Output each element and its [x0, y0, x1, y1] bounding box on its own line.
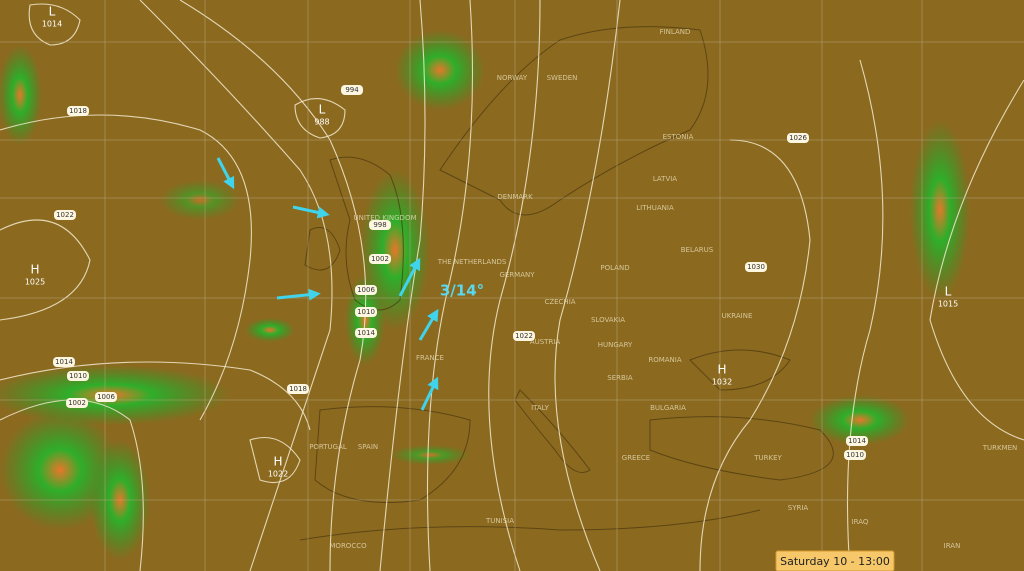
country-label: DENMARK — [497, 193, 533, 201]
pressure-center-kind: H — [717, 363, 726, 377]
annotation: 3/14° — [440, 282, 484, 300]
country-label: FINLAND — [660, 28, 691, 36]
isobar-label: 1026 — [789, 134, 807, 142]
isobar-label-box — [787, 133, 809, 143]
isobar-label-box — [369, 254, 391, 264]
isobar-label-box — [341, 85, 363, 95]
country-label: LITHUANIA — [636, 204, 674, 212]
country-label: GERMANY — [499, 271, 535, 279]
isobar-label: 1014 — [55, 358, 73, 366]
isobar-label: 1010 — [69, 372, 87, 380]
isobar-label: 994 — [345, 86, 359, 94]
country-label: THE NETHERLANDS — [437, 258, 507, 266]
country-label: IRAQ — [852, 518, 869, 526]
pressure-center-kind: L — [945, 285, 952, 299]
country-label: UKRAINE — [722, 312, 753, 320]
country-label: LATVIA — [653, 175, 677, 183]
pressure-center-value: 1022 — [268, 470, 288, 479]
timestamp-box — [775, 550, 895, 571]
isobar-label-box — [513, 331, 535, 341]
isobar-label-box — [369, 220, 391, 230]
isobar-label-box — [745, 262, 767, 272]
isobar-label-box — [355, 328, 377, 338]
isobar-label: 1018 — [289, 385, 307, 393]
isobar-label: 1014 — [848, 437, 866, 445]
isobar-label-box — [95, 392, 117, 402]
country-label: BELARUS — [681, 246, 714, 254]
isobar-label-box — [53, 357, 75, 367]
isobar-label: 1010 — [357, 308, 375, 316]
isobar-label: 1010 — [846, 451, 864, 459]
isobar-label-box — [66, 398, 88, 408]
country-label: HUNGARY — [598, 341, 633, 349]
country-label: UNITED KINGDOM — [354, 214, 417, 222]
map-labels: L1014H1025L988H1022H1032L101510181022994… — [25, 5, 1017, 551]
pressure-center-value: 1014 — [42, 20, 62, 29]
pressure-center-kind: H — [273, 455, 282, 469]
country-label: MOROCCO — [329, 542, 367, 550]
isobar-label: 1018 — [69, 107, 87, 115]
country-label: TURKMEN — [982, 444, 1018, 452]
pressure-center-value: 988 — [314, 118, 329, 127]
isobar-label: 1014 — [357, 329, 375, 337]
country-label: SERBIA — [607, 374, 633, 382]
country-label: SWEDEN — [547, 74, 578, 82]
isobar-label-box — [67, 371, 89, 381]
timestamp: Saturday 10 - 13:00 — [780, 555, 890, 568]
country-label: GREECE — [622, 454, 650, 462]
country-label: ITALY — [531, 404, 550, 412]
pressure-center-value: 1025 — [25, 278, 45, 287]
pressure-center-value: 1032 — [712, 378, 732, 387]
country-label: SPAIN — [358, 443, 378, 451]
country-label: NORWAY — [497, 74, 528, 82]
isobar-label: 1022 — [515, 332, 533, 340]
isobar-label-box — [846, 436, 868, 446]
country-label: SYRIA — [788, 504, 809, 512]
pressure-center-kind: H — [30, 263, 39, 277]
isobar-label-box — [355, 307, 377, 317]
isobar-label: 998 — [373, 221, 386, 229]
country-label: PORTUGAL — [309, 443, 347, 451]
isobar-label: 1022 — [56, 211, 74, 219]
isobar-label-box — [844, 450, 866, 460]
country-label: POLAND — [600, 264, 629, 272]
country-label: FRANCE — [416, 354, 444, 362]
wind-arrows — [216, 157, 439, 411]
isobar-label-box — [287, 384, 309, 394]
coastlines — [299, 26, 834, 541]
country-label: SLOVAKIA — [591, 316, 625, 324]
isobar-label: 1002 — [371, 255, 389, 263]
country-label: ROMANIA — [648, 356, 682, 364]
country-label: BULGARIA — [650, 404, 686, 412]
country-label: TUNISIA — [485, 517, 514, 525]
country-label: TURKEY — [753, 454, 782, 462]
country-label: CZECHIA — [544, 298, 575, 306]
country-label: IRAN — [944, 542, 961, 550]
country-label: AUSTRIA — [530, 338, 561, 346]
isobar-label-box — [355, 285, 377, 295]
pressure-center-value: 1015 — [938, 300, 958, 309]
pressure-center-kind: L — [49, 5, 56, 19]
isobar-label-box — [54, 210, 76, 220]
isobar-label: 1006 — [357, 286, 375, 294]
country-label: ESTONIA — [663, 133, 694, 141]
isobar-label: 1002 — [68, 399, 86, 407]
pressure-center-kind: L — [319, 103, 326, 117]
isobar-label: 1030 — [747, 263, 765, 271]
isobar-label-box — [67, 106, 89, 116]
isobar-label: 1006 — [97, 393, 115, 401]
